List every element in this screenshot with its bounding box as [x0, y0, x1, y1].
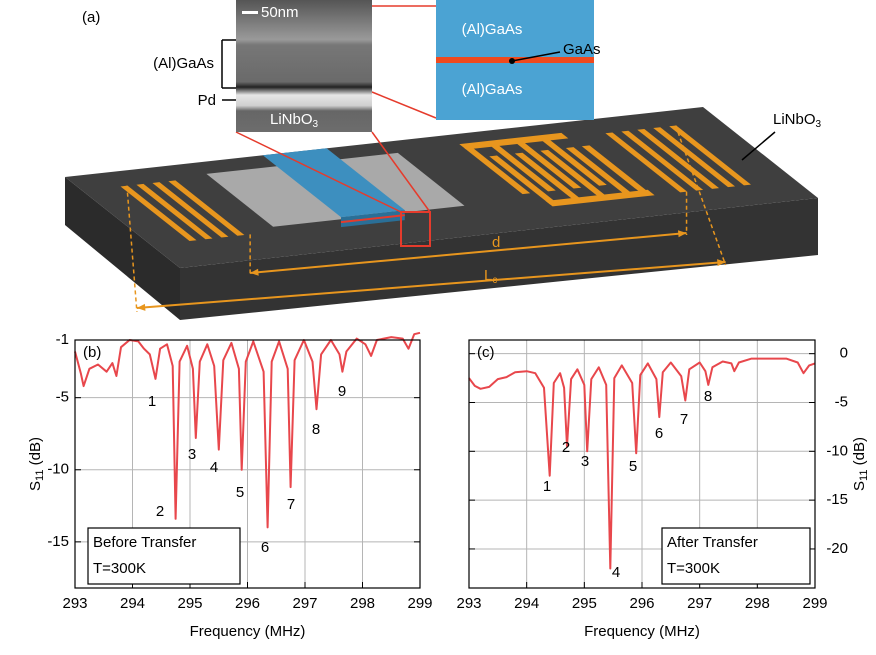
- d-label: d: [492, 234, 500, 251]
- note-text: T=300K: [667, 560, 720, 577]
- x-tick-label: 297: [292, 595, 317, 612]
- dip-label: 1: [543, 478, 551, 495]
- dip-label: 5: [236, 484, 244, 501]
- lc-main: L: [484, 267, 492, 284]
- substrate-label: LiNbO3: [773, 111, 822, 130]
- y-tick-label: -15: [826, 491, 848, 508]
- note-text: Before Transfer: [93, 534, 196, 551]
- y-tick-label: -10: [47, 461, 69, 478]
- dip-label: 7: [680, 411, 688, 428]
- y-tick-label: -20: [826, 540, 848, 557]
- scale-label: 50nm: [261, 4, 299, 21]
- panel-label: (c): [477, 344, 495, 361]
- dip-label: 8: [312, 421, 320, 438]
- dip-label: 4: [210, 459, 218, 476]
- x-tick-label: 294: [514, 595, 539, 612]
- x-tick-label: 299: [802, 595, 827, 612]
- dip-label: 7: [287, 496, 295, 513]
- lc-sub: c: [492, 275, 497, 286]
- dip-label: 6: [655, 425, 663, 442]
- y-tick-label: 0: [840, 345, 848, 362]
- panel-label: (a): [82, 9, 100, 26]
- panel-label: (b): [83, 344, 101, 361]
- inset-substrate-main: LiNbO: [270, 111, 313, 128]
- y-axis-title: S11 (dB): [851, 437, 870, 491]
- y-title-sub: 11: [34, 470, 46, 481]
- note-text: T=300K: [93, 560, 146, 577]
- dip-label: 4: [612, 564, 620, 581]
- x-tick-label: 295: [572, 595, 597, 612]
- dip-label: 6: [261, 539, 269, 556]
- dip-label: 1: [148, 393, 156, 410]
- zoom-line: [372, 92, 436, 118]
- x-tick-label: 298: [745, 595, 770, 612]
- x-tick-label: 293: [456, 595, 481, 612]
- dip-label: 3: [188, 446, 196, 463]
- x-tick-label: 296: [629, 595, 654, 612]
- schematic-top: (Al)GaAs: [462, 21, 523, 38]
- dip-label: 2: [156, 503, 164, 520]
- y-tick-label: -15: [47, 533, 69, 550]
- y-tick-label: -5: [56, 389, 69, 406]
- x-tick-label: 296: [235, 595, 260, 612]
- inset-substrate: LiNbO3: [270, 111, 319, 130]
- schematic-bottom: (Al)GaAs: [462, 81, 523, 98]
- bracket: [222, 40, 236, 88]
- y-tick-label: -10: [826, 442, 848, 459]
- dip-label: 2: [562, 439, 570, 456]
- figure: (a) 50nm(Al)GaAsPdLiNbO3(Al)GaAs(Al)GaAs…: [0, 0, 876, 655]
- x-tick-label: 299: [407, 595, 432, 612]
- y-axis-title: S11 (dB): [27, 437, 46, 491]
- substrate-sub: 3: [816, 119, 822, 130]
- inset-substrate-sub: 3: [313, 119, 319, 130]
- y-tick-label: -1: [56, 331, 69, 348]
- x-axis-title: Frequency (MHz): [584, 623, 700, 640]
- pd-label: Pd: [198, 92, 216, 109]
- note-text: After Transfer: [667, 534, 758, 551]
- y-title-sub: 11: [858, 470, 870, 481]
- dip-label: 3: [581, 453, 589, 470]
- x-tick-label: 297: [687, 595, 712, 612]
- dip-label: 5: [629, 458, 637, 475]
- x-tick-label: 294: [120, 595, 145, 612]
- y-title-rest: (dB): [27, 437, 44, 470]
- dip-label: 8: [704, 388, 712, 405]
- x-tick-label: 295: [177, 595, 202, 612]
- y-title-main: S: [27, 481, 44, 491]
- x-tick-label: 298: [350, 595, 375, 612]
- page: (a) 50nm(Al)GaAsPdLiNbO3(Al)GaAs(Al)GaAs…: [0, 0, 876, 655]
- x-axis-title: Frequency (MHz): [190, 623, 306, 640]
- scale-bar: [242, 11, 258, 14]
- x-tick-label: 293: [62, 595, 87, 612]
- y-title-main: S: [851, 481, 868, 491]
- y-tick-label: -5: [835, 393, 848, 410]
- layer-label: (Al)GaAs: [153, 55, 214, 72]
- schematic-middle: GaAs: [563, 41, 601, 58]
- y-title-rest: (dB): [851, 437, 868, 470]
- dip-label: 9: [338, 383, 346, 400]
- lc-arrow-head: [137, 304, 146, 311]
- substrate-main: LiNbO: [773, 111, 816, 128]
